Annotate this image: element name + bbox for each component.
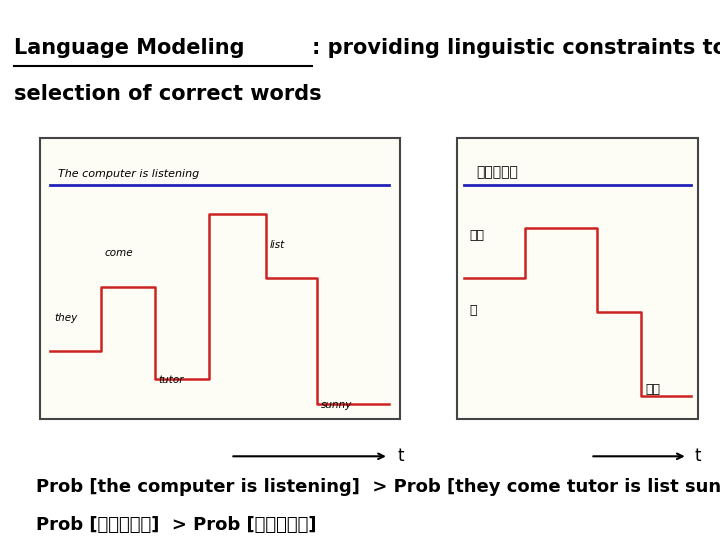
Text: 尌吟: 尌吟 — [645, 383, 660, 396]
Text: 店: 店 — [469, 305, 477, 318]
Text: Prob [the computer is listening]  > Prob [they come tutor is list sunny]: Prob [the computer is listening] > Prob … — [36, 478, 720, 496]
FancyBboxPatch shape — [457, 138, 698, 418]
Text: : providing linguistic constraints to help the: : providing linguistic constraints to he… — [312, 38, 720, 58]
FancyBboxPatch shape — [40, 138, 400, 418]
Text: 電腦聽聲音: 電腦聽聲音 — [477, 165, 518, 179]
Text: they: they — [54, 313, 77, 323]
Text: Prob [電腦聽聲音]  > Prob [店老天尌吟]: Prob [電腦聽聲音] > Prob [店老天尌吟] — [36, 516, 317, 534]
Text: The computer is listening: The computer is listening — [58, 169, 199, 179]
Text: t: t — [695, 447, 701, 465]
Text: t: t — [397, 447, 404, 465]
Text: tutor: tutor — [158, 375, 184, 385]
Text: selection of correct words: selection of correct words — [14, 84, 322, 104]
Text: list: list — [270, 240, 285, 250]
Text: come: come — [104, 248, 133, 259]
Text: sunny: sunny — [320, 400, 352, 410]
Text: Language Modeling: Language Modeling — [14, 38, 245, 58]
Text: 老天: 老天 — [469, 228, 485, 241]
